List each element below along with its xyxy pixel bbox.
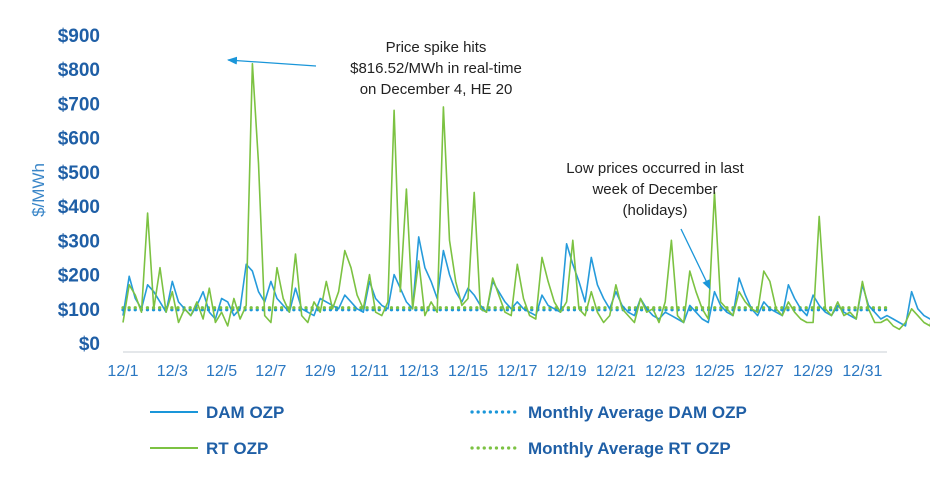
x-tick-label: 12/3: [157, 363, 188, 380]
y-axis-label: $/MWh: [29, 163, 48, 217]
annotation-lowprices-text: (holidays): [622, 202, 687, 219]
x-tick-label: 12/5: [206, 363, 237, 380]
annotations: Price spike hits $816.52/MWh in real-time…: [227, 39, 745, 290]
x-tick-label: 12/7: [255, 363, 286, 380]
annotation-lowprices-text: week of December: [591, 181, 717, 198]
series-line-rt-ozp: [122, 62, 930, 331]
annotation-lowprices-arrow: [680, 228, 711, 290]
plot-area: [121, 62, 930, 331]
y-tick-label: $0: [79, 334, 100, 355]
y-tick-label: $700: [58, 94, 100, 115]
x-tick-label: 12/29: [793, 363, 833, 380]
x-tick-label: 12/9: [305, 363, 336, 380]
annotation-spike-arrow: [227, 56, 317, 67]
y-tick-label: $100: [58, 300, 100, 321]
annotation-spike-text: on December 4, HE 20: [360, 81, 513, 98]
legend: DAM OZP Monthly Average DAM OZP RT OZP Mont…: [150, 403, 747, 458]
y-tick-label: $600: [58, 129, 100, 150]
y-tick-label: $300: [58, 231, 100, 252]
y-tick-label: $900: [58, 26, 100, 47]
series-line-dam-ozp: [122, 236, 930, 327]
annotation-spike-text: $816.52/MWh in real-time: [350, 60, 522, 77]
x-tick-label: 12/27: [744, 363, 784, 380]
x-tick-label: 12/15: [448, 363, 488, 380]
x-tick-label: 12/31: [842, 363, 882, 380]
y-tick-label: $800: [58, 60, 100, 81]
x-axis: 12/1 12/3 12/5 12/7 12/9 12/11 12/13 12/15 12/17…: [107, 351, 887, 380]
y-axis: $0 $100 $200 $300 $400 $500 $600 $700 $800 $900: [58, 26, 100, 355]
x-tick-label: 12/21: [596, 363, 636, 380]
y-tick-label: $200: [58, 266, 100, 287]
x-tick-label: 12/17: [497, 363, 537, 380]
x-tick-label: 12/19: [547, 363, 587, 380]
x-tick-label: 12/25: [694, 363, 734, 380]
legend-label: RT OZP: [206, 439, 268, 458]
y-tick-label: $500: [58, 163, 100, 184]
legend-label: DAM OZP: [206, 403, 284, 422]
annotation-lowprices-text: Low prices occurred in last: [566, 160, 744, 177]
x-tick-label: 12/1: [107, 363, 138, 380]
x-tick-label: 12/13: [399, 363, 439, 380]
y-tick-label: $400: [58, 197, 100, 218]
annotation-spike-text: Price spike hits: [386, 39, 487, 56]
legend-label: Monthly Average DAM OZP: [528, 403, 747, 422]
legend-label: Monthly Average RT OZP: [528, 439, 731, 458]
x-tick-label: 12/23: [645, 363, 685, 380]
x-tick-label: 12/11: [350, 363, 389, 380]
